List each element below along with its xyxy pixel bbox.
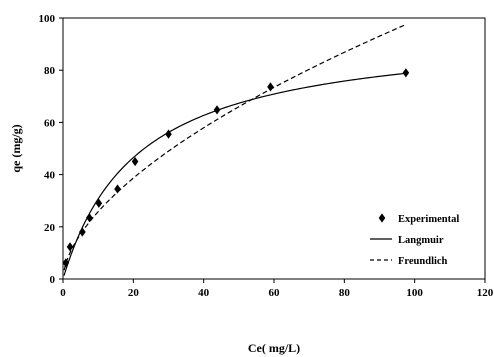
y-tick-label: 80 bbox=[44, 65, 56, 77]
data-point bbox=[62, 258, 70, 268]
x-axis: 0 20 40 60 80 100 120 bbox=[60, 279, 494, 299]
x-tick-label: 120 bbox=[477, 287, 494, 299]
y-axis-title: qe (mg/g) bbox=[9, 124, 23, 172]
legend: Experimental Langmuir Freundlich bbox=[370, 213, 459, 267]
fit-curves bbox=[63, 24, 407, 276]
x-tick-label: 80 bbox=[339, 287, 351, 299]
x-tick-label: 40 bbox=[198, 287, 210, 299]
legend-label-experimental: Experimental bbox=[398, 214, 459, 225]
data-point bbox=[131, 156, 139, 167]
y-axis: 0 20 40 60 80 100 bbox=[39, 13, 63, 286]
data-point bbox=[267, 82, 274, 92]
data-point bbox=[165, 129, 172, 139]
freundlich-curve bbox=[63, 24, 407, 271]
x-tick-label: 60 bbox=[269, 287, 281, 299]
y-tick-label: 60 bbox=[44, 117, 56, 129]
data-point bbox=[402, 68, 410, 78]
data-point bbox=[213, 105, 221, 115]
x-axis-title: Ce( mg/L) bbox=[248, 341, 300, 355]
y-tick-label: 0 bbox=[50, 274, 56, 286]
y-tick-label: 20 bbox=[44, 222, 56, 234]
legend-label-langmuir: Langmuir bbox=[398, 235, 444, 246]
y-tick-label: 40 bbox=[44, 170, 56, 182]
x-tick-label: 100 bbox=[406, 287, 423, 299]
x-tick-label: 0 bbox=[60, 287, 66, 299]
data-point bbox=[79, 227, 86, 237]
data-point bbox=[95, 198, 103, 208]
x-tick-label: 20 bbox=[128, 287, 140, 299]
langmuir-curve bbox=[63, 72, 406, 276]
legend-label-freundlich: Freundlich bbox=[398, 256, 448, 267]
data-point bbox=[66, 242, 74, 252]
legend-marker-experimental bbox=[378, 213, 386, 223]
experimental-points bbox=[62, 68, 410, 268]
y-tick-label: 100 bbox=[39, 13, 56, 25]
data-point bbox=[86, 213, 93, 223]
data-point bbox=[114, 184, 121, 194]
